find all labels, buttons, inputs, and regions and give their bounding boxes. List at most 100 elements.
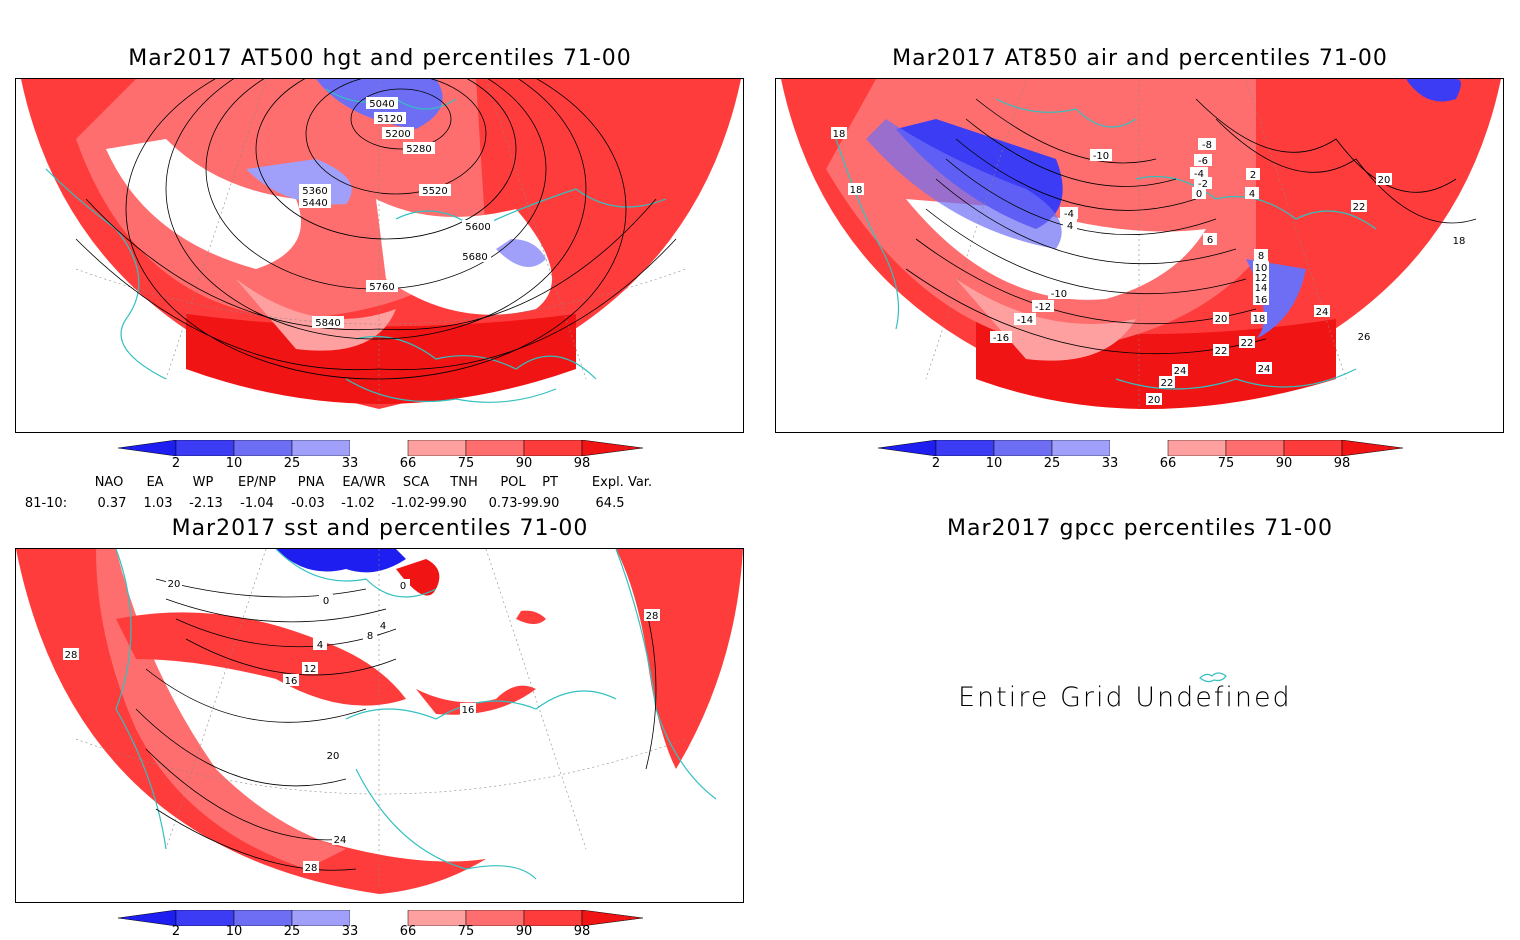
cbar-label: 25 [283,456,301,471]
air850-label: 18 [850,185,863,196]
hgt500-label-5040: 5040 [369,99,394,110]
hgt500-label-5120: 5120 [377,114,402,125]
air850-label: 4 [1067,221,1073,232]
cbar-seg-90 [523,439,583,457]
air850-label: 2 [1250,170,1256,181]
index-header-sca: SCA [402,475,430,490]
cbar-label: 75 [457,924,475,939]
hgt500-label-5520: 5520 [422,186,447,197]
cbar-label: 75 [457,456,475,471]
hgt500-label-5360: 5360 [302,186,327,197]
cbar-label: 66 [399,924,417,939]
air850-label: 22 [1161,378,1174,389]
index-value-eawr: -1.02 [341,496,375,511]
air850-label: -12 [1035,302,1051,313]
cbar-seg-10 [175,439,235,457]
air850-label: -2 [1198,179,1208,190]
index-value-sca-tnh: -1.02-99.90 [391,496,467,511]
cbar-seg-extreme-high [581,909,644,927]
air850-label: 24 [1174,366,1187,377]
air850-label: 24 [1258,364,1271,375]
gpcc-coastline-fragment [1199,672,1227,683]
cbar-seg-75 [465,439,525,457]
index-header-explvar: Expl. Var. [591,475,653,490]
air850-label: 20 [1215,314,1228,325]
cbar-seg-extreme-low [877,439,937,457]
hgt500-title: Mar2017 AT500 hgt and percentiles 71-00 [128,46,632,71]
sst-mediterranean [416,685,536,715]
hgt500-label-5280: 5280 [406,144,431,155]
hgt500-neutral-patch-1 [106,139,301,269]
sst-label: 24 [334,835,347,846]
colorbar-air850: 2 10 25 33 66 75 90 98 [877,439,1404,474]
hgt500-high-band [186,314,576,404]
sst-red-sea [516,610,546,624]
sst-graticule [75,549,687,889]
cbar-seg-extreme-high [581,439,644,457]
cbar-label: 33 [341,924,359,939]
index-header-pna: PNA [297,475,325,490]
hgt500-light-patch [236,279,396,351]
index-header-ea: EA [146,475,164,490]
cbar-seg-extreme-low [117,439,177,457]
air850-label: 16 [1255,295,1268,306]
air850-label: -6 [1198,156,1208,167]
air850-label: 22 [1241,338,1254,349]
sst-label: 20 [327,751,340,762]
cbar-seg-10 [935,439,995,457]
sst-label: 20 [168,579,181,590]
sst-map: 20 28 0 4 8 12 16 20 24 28 0 4 16 28 [15,548,744,903]
cbar-seg-75 [1225,439,1285,457]
cbar-label: 98 [573,924,591,939]
air850-label: 4 [1249,189,1255,200]
cbar-label: 66 [1159,456,1177,471]
air850-label: 0 [1196,189,1202,200]
hgt500-label-5600: 5600 [465,222,490,233]
sst-label: 4 [317,640,323,651]
index-value-pol-pt: 0.73-99.90 [488,496,560,511]
cbar-label: 10 [225,456,243,471]
index-value-ea: 1.03 [143,496,173,511]
index-header-tnh: TNH [450,475,478,490]
sst-label: 28 [646,611,659,622]
sst-label: 16 [462,705,475,716]
air850-negative-anomaly-2 [866,119,1062,249]
sst-label: 0 [323,596,329,607]
cbar-label: 2 [171,924,181,939]
cbar-seg-neutral [1110,440,1168,456]
index-value-epnp: -1.04 [240,496,274,511]
cbar-label: 90 [1275,456,1293,471]
sst-arctic-warm [396,559,440,596]
hgt500-label-5440: 5440 [302,198,327,209]
index-value-wp: -2.13 [189,496,223,511]
index-header-epnp: EP/NP [238,475,276,490]
sst-contour-labels: 20 28 0 4 8 12 16 20 24 28 0 4 16 28 [63,577,660,874]
cbar-seg-90 [1283,439,1343,457]
gpcc-undefined-message: Entire Grid Undefined [958,682,1292,713]
air850-label: 24 [1316,307,1329,318]
indices-header-row: NAO EA WP EP/NP PNA EA/WR SCA TNH POL PT… [0,475,760,491]
index-header-pol: POL [500,475,526,490]
sst-right-ocean [616,549,743,769]
cbar-seg-66 [407,439,467,457]
air850-label: 26 [1358,332,1371,343]
air850-label: -10 [1051,289,1067,300]
cbar-label: 33 [1101,456,1119,471]
air850-label: 22 [1353,202,1366,213]
air850-graticule [925,79,1347,409]
hgt500-negative-anomaly-3 [496,239,546,267]
air850-label: -8 [1202,140,1212,151]
hgt500-contours [75,79,677,380]
cbar-label: 2 [171,456,181,471]
air850-label: 8 [1258,251,1264,262]
index-header-wp: WP [192,475,214,490]
cbar-seg-33 [1051,439,1111,457]
cbar-seg-neutral [350,440,408,456]
cbar-label: 25 [283,924,301,939]
hgt500-graticule [75,79,687,409]
indices-value-row: 81-10: 0.37 1.03 -2.13 -1.04 -0.03 -1.02… [0,496,760,512]
hgt500-map: 5040 5120 5200 5280 5360 5440 5520 5600 … [15,78,744,433]
cbar-label: 33 [341,456,359,471]
air850-label: 18 [1453,236,1466,247]
colorbar-sst: 2 10 25 33 66 75 90 98 [117,909,644,940]
